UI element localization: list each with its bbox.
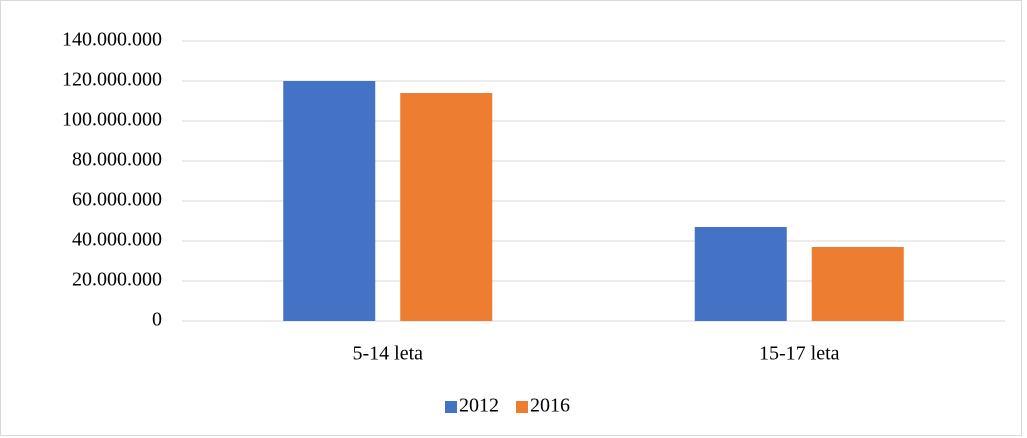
- y-tick-label: 100.000.000: [62, 109, 162, 131]
- bar: [400, 93, 493, 321]
- y-tick-label: 40.000.000: [72, 229, 162, 251]
- x-tick-label: 15-17 leta: [759, 343, 840, 365]
- y-tick-label: 0: [152, 309, 162, 331]
- bar: [283, 81, 376, 321]
- legend-swatch: [445, 401, 457, 413]
- y-tick-label: 140.000.000: [62, 29, 162, 51]
- legend-swatch: [516, 401, 528, 413]
- y-tick-label: 80.000.000: [72, 149, 162, 171]
- y-tick-label: 60.000.000: [72, 189, 162, 211]
- x-tick-label: 5-14 leta: [352, 343, 423, 365]
- bar: [694, 227, 787, 321]
- y-tick-label: 20.000.000: [72, 269, 162, 291]
- legend-label: 2012: [459, 395, 499, 417]
- y-tick-label: 120.000.000: [62, 69, 162, 91]
- bar: [811, 247, 904, 321]
- legend-label: 2016: [530, 395, 570, 417]
